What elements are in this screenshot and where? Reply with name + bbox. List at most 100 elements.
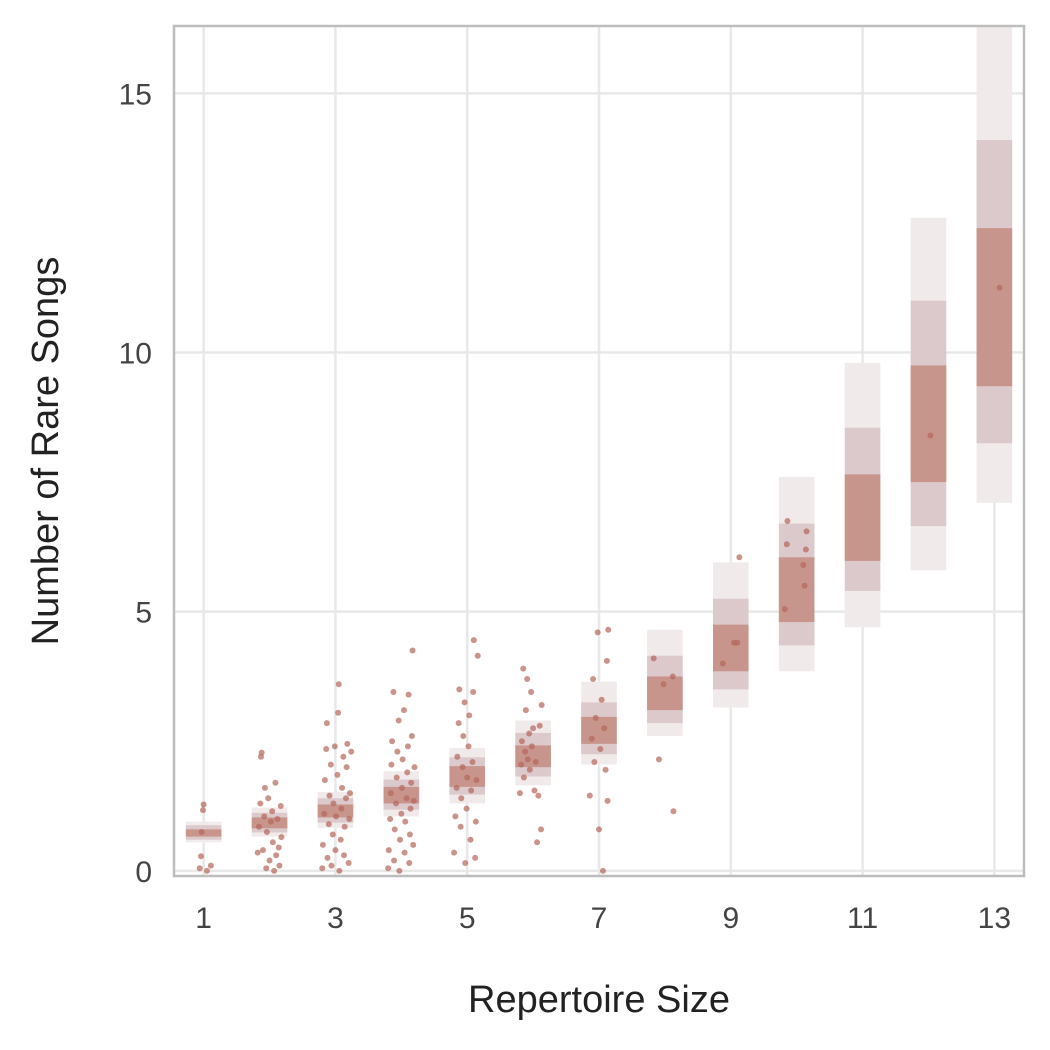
interval-band-inner bbox=[976, 228, 1013, 387]
data-point bbox=[338, 805, 345, 812]
data-point bbox=[596, 826, 602, 833]
data-point bbox=[339, 784, 346, 791]
data-point bbox=[399, 756, 406, 763]
data-point bbox=[996, 284, 1003, 291]
data-point bbox=[398, 784, 405, 791]
data-point bbox=[470, 637, 477, 644]
data-point bbox=[276, 862, 283, 869]
data-point bbox=[535, 792, 542, 799]
data-point bbox=[594, 629, 601, 636]
data-point bbox=[411, 764, 418, 771]
data-point bbox=[588, 735, 595, 742]
data-point bbox=[591, 758, 598, 765]
data-point bbox=[460, 733, 467, 740]
plot-frame bbox=[172, 24, 1026, 878]
data-point bbox=[470, 689, 477, 696]
data-point bbox=[736, 554, 743, 561]
x-axis-label: Repertoire Size bbox=[468, 979, 730, 1021]
x-tick-label: 1 bbox=[195, 902, 212, 935]
data-point bbox=[323, 746, 330, 753]
data-point bbox=[390, 689, 397, 696]
data-point bbox=[388, 761, 395, 768]
data-point bbox=[410, 797, 417, 804]
data-point bbox=[263, 865, 270, 872]
data-point bbox=[319, 841, 326, 848]
y-tick-labels: 0 5 10 15 bbox=[119, 78, 152, 888]
data-point bbox=[385, 847, 392, 854]
data-point bbox=[405, 691, 412, 698]
data-point bbox=[406, 831, 413, 838]
data-point bbox=[456, 686, 463, 693]
data-point bbox=[344, 740, 351, 747]
data-points bbox=[196, 284, 1003, 874]
data-point bbox=[472, 818, 479, 825]
data-point bbox=[597, 746, 604, 753]
data-point bbox=[660, 681, 667, 688]
data-point bbox=[650, 655, 657, 662]
data-point bbox=[524, 756, 531, 763]
data-point bbox=[538, 826, 545, 833]
data-point bbox=[341, 823, 348, 830]
data-point bbox=[393, 800, 400, 807]
data-point bbox=[394, 748, 401, 755]
data-point bbox=[323, 720, 330, 727]
data-point bbox=[783, 541, 790, 548]
data-point bbox=[454, 753, 461, 760]
interval-band-inner bbox=[910, 365, 947, 483]
data-point bbox=[465, 743, 472, 750]
x-tick-label: 13 bbox=[978, 902, 1011, 935]
data-point bbox=[603, 657, 610, 664]
interval-band-inner bbox=[844, 474, 881, 561]
data-point bbox=[346, 815, 353, 822]
data-point bbox=[272, 779, 279, 786]
interval-band-inner bbox=[581, 716, 617, 744]
data-point bbox=[522, 707, 529, 714]
data-point bbox=[518, 761, 525, 768]
data-point bbox=[330, 800, 337, 807]
data-point bbox=[468, 787, 475, 794]
data-point bbox=[397, 836, 404, 843]
x-tick-label: 9 bbox=[722, 902, 739, 935]
data-point bbox=[325, 821, 332, 828]
data-point bbox=[526, 730, 533, 737]
data-point bbox=[802, 546, 809, 553]
data-point bbox=[590, 676, 597, 683]
data-point bbox=[203, 867, 210, 874]
data-point bbox=[531, 787, 538, 794]
x-tick-labels: 1 3 5 7 9 11 13 bbox=[195, 902, 1011, 935]
data-point bbox=[410, 841, 417, 848]
data-point bbox=[467, 836, 474, 843]
data-point bbox=[458, 795, 465, 802]
y-tick-label: 10 bbox=[119, 338, 152, 371]
y-tick-label: 5 bbox=[135, 597, 152, 630]
data-point bbox=[319, 865, 326, 872]
data-point bbox=[516, 790, 523, 797]
data-point bbox=[451, 849, 458, 856]
data-point bbox=[601, 725, 608, 732]
data-point bbox=[328, 862, 335, 869]
data-point bbox=[803, 528, 810, 535]
data-point bbox=[605, 626, 612, 633]
data-point bbox=[403, 795, 410, 802]
data-point bbox=[335, 709, 342, 716]
data-point bbox=[781, 606, 788, 613]
data-point bbox=[254, 849, 261, 856]
data-point bbox=[346, 790, 353, 797]
data-point bbox=[409, 647, 416, 654]
data-point bbox=[455, 720, 462, 727]
data-point bbox=[536, 722, 543, 729]
data-point bbox=[335, 681, 342, 688]
data-point bbox=[604, 797, 611, 804]
data-point bbox=[592, 714, 599, 721]
data-point bbox=[469, 758, 476, 765]
data-point bbox=[464, 774, 471, 781]
data-point bbox=[402, 818, 409, 825]
data-point bbox=[407, 805, 414, 812]
data-point bbox=[273, 852, 280, 859]
data-point bbox=[472, 854, 479, 861]
data-point bbox=[520, 774, 527, 781]
data-point bbox=[670, 808, 677, 815]
data-point bbox=[408, 733, 415, 740]
data-point bbox=[719, 660, 726, 667]
